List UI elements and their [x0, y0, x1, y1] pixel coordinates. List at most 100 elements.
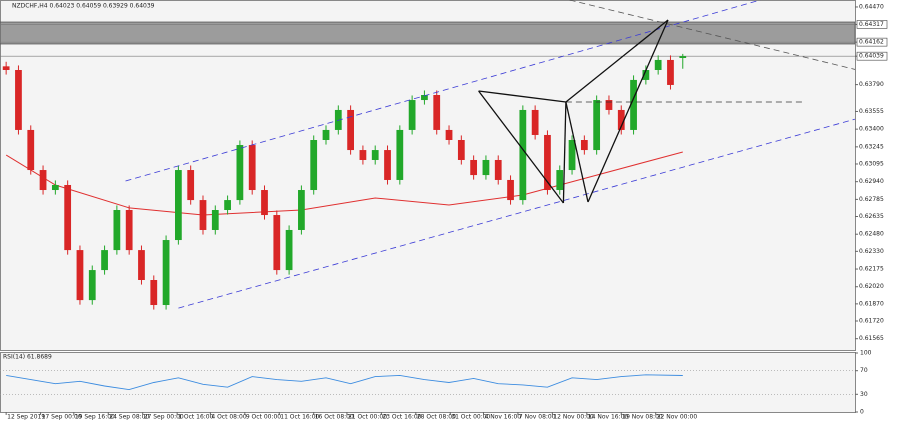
- price-label-box: [856, 37, 888, 47]
- candle-body: [531, 109, 539, 135]
- x-tick-label: 28 Oct 08:00: [417, 414, 456, 421]
- candle-body: [593, 100, 601, 151]
- plot-area: [0, 0, 855, 310]
- candle-body: [113, 210, 121, 251]
- x-tick-label: 4 Oct 08:00: [211, 414, 246, 421]
- rsi-tick-label: 100: [860, 350, 872, 357]
- candle-body: [236, 145, 244, 201]
- trend-line: [565, 19, 669, 103]
- candle-body: [470, 159, 478, 176]
- candle-body: [273, 215, 281, 271]
- x-tick-label: 19 Sep 16:00: [75, 414, 115, 421]
- candle-body: [580, 140, 588, 151]
- candle-body: [224, 200, 231, 210]
- candle-body: [162, 240, 170, 306]
- y-tick-label: 0.63555: [859, 108, 884, 115]
- price-label-box: [856, 51, 888, 61]
- x-tick-label: 17 Sep 00:00: [42, 414, 82, 421]
- y-tick-label: 0.61565: [859, 335, 884, 342]
- candle-body: [51, 184, 59, 191]
- candle-body: [654, 59, 662, 70]
- candle-body: [568, 140, 576, 171]
- y-tick-label: 0.64039: [859, 53, 884, 60]
- x-tick-label: 7 Nov 08:00: [519, 414, 556, 421]
- y-tick-label: 0.64162: [859, 39, 884, 46]
- candle-body: [482, 159, 490, 176]
- chart-title: NZDCHF,H4 0.64023 0.64059 0.63929 0.6403…: [12, 3, 155, 10]
- y-tick-label: 0.61870: [859, 300, 884, 307]
- y-tick-label: 0.62175: [859, 266, 884, 273]
- candle-body: [39, 170, 47, 191]
- main-panel: [0, 0, 856, 351]
- rsi-tick-label: 70: [860, 367, 868, 374]
- y-tick-label: 0.63245: [859, 143, 884, 150]
- candle-body: [507, 179, 514, 201]
- candle-body: [88, 270, 96, 301]
- x-tick-label: 22 Nov 00:00: [657, 414, 698, 421]
- x-tick-label: 16 Oct 08:00: [315, 414, 354, 421]
- candle-body: [667, 59, 674, 85]
- trend-line: [478, 90, 566, 103]
- candle-body: [261, 190, 268, 216]
- rsi-panel: [0, 352, 856, 413]
- y-tick-label: 0.63400: [859, 126, 884, 133]
- candle-body: [421, 95, 428, 101]
- x-tick-label: 12 Sep 2019: [7, 414, 45, 421]
- candle-body: [359, 150, 367, 160]
- candle-body: [433, 95, 441, 130]
- candle-body: [617, 109, 625, 130]
- candle-body: [187, 170, 195, 201]
- x-tick-label: 21 Oct 00:00: [348, 414, 387, 421]
- trend-line: [587, 19, 669, 203]
- candle-body: [605, 100, 613, 110]
- x-tick-label: 1 Oct 16:00: [178, 414, 213, 421]
- candle-body: [15, 70, 22, 130]
- candle-body: [544, 134, 551, 191]
- y-tick-label: 0.62330: [859, 248, 884, 255]
- y-tick-label: 0.62020: [859, 283, 884, 290]
- candle-body: [371, 150, 379, 160]
- candle-body: [199, 200, 207, 230]
- y-tick-label: 0.61720: [859, 317, 884, 324]
- candle-body: [457, 140, 465, 160]
- y-tick-label: 0.62480: [859, 231, 884, 238]
- x-tick-label: 4 Nov 16:00: [484, 414, 521, 421]
- candle-body: [27, 129, 35, 171]
- candle-body: [211, 210, 219, 230]
- y-tick-label: 0.64317: [859, 21, 884, 28]
- candle-body: [64, 184, 72, 251]
- zone: [0, 21, 855, 45]
- candle-body: [298, 190, 305, 230]
- y-tick-label: 0.62785: [859, 196, 884, 203]
- x-tick-label: 31 Oct 00:00: [451, 414, 490, 421]
- trend-line: [562, 101, 567, 204]
- x-tick-label: 14 Nov 16:00: [588, 414, 629, 421]
- candle-body: [494, 159, 502, 180]
- candle-body: [76, 250, 84, 301]
- candle-body: [519, 109, 527, 201]
- candle-body: [347, 109, 354, 151]
- candle-body: [150, 280, 158, 306]
- x-tick-label: 23 Oct 16:00: [382, 414, 421, 421]
- rsi-label: RSI(14) 61.8689: [3, 354, 52, 361]
- price-label-box: [856, 20, 888, 29]
- y-tick-label: 0.62635: [859, 213, 884, 220]
- candle-body: [679, 56, 687, 59]
- candle-body: [101, 250, 108, 271]
- candle-body: [630, 79, 637, 130]
- candle-body: [2, 66, 10, 70]
- trend-line: [478, 90, 564, 204]
- candle-body: [285, 229, 293, 271]
- y-tick-label: 0.63095: [859, 160, 884, 167]
- candle-body: [445, 129, 453, 140]
- x-tick-label: 11 Oct 16:00: [280, 414, 319, 421]
- x-tick-label: 12 Nov 00:00: [553, 414, 594, 421]
- candle-body: [125, 210, 133, 251]
- y-tick-label: 0.63790: [859, 81, 884, 88]
- trend-line: [565, 101, 589, 203]
- x-tick-label: 9 Oct 00:00: [246, 414, 281, 421]
- x-tick-label: 24 Sep 08:00: [109, 414, 149, 421]
- candle-body: [396, 129, 404, 180]
- candle-body: [248, 145, 256, 191]
